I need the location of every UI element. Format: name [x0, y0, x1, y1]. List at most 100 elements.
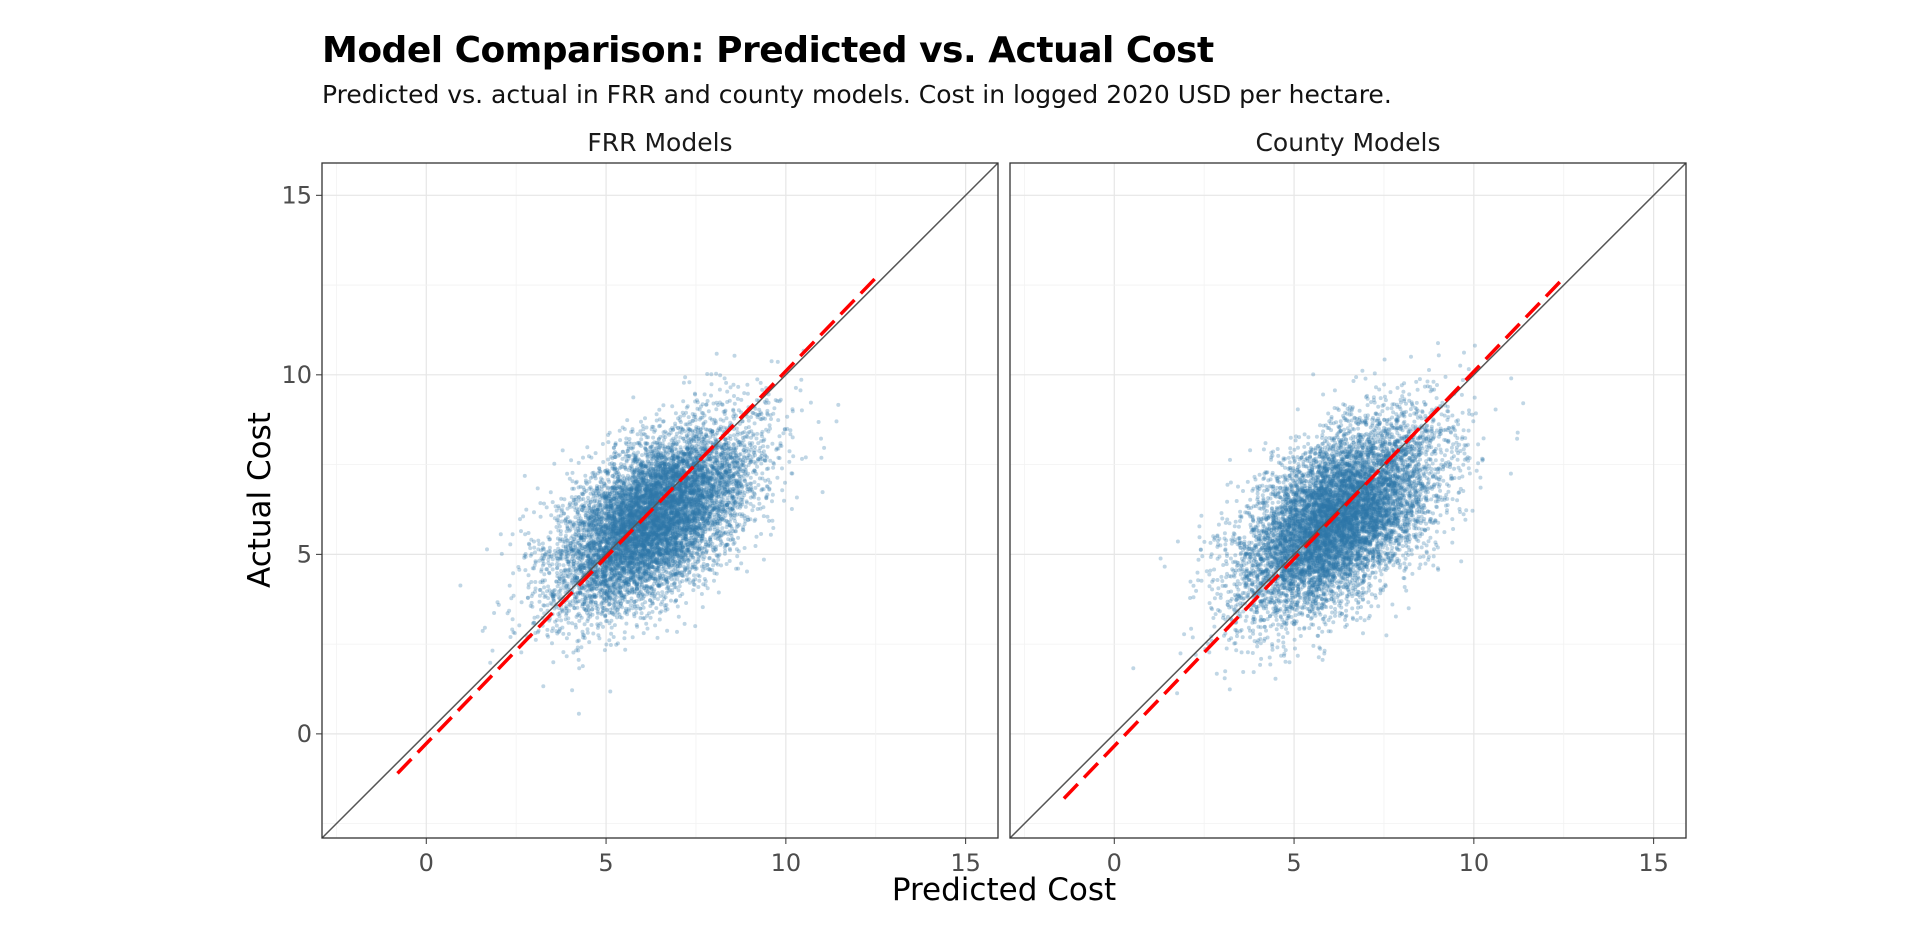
- data-point: [653, 559, 658, 564]
- data-point: [625, 553, 629, 558]
- data-point: [659, 481, 664, 486]
- data-point: [742, 513, 747, 518]
- data-point: [607, 536, 612, 541]
- data-point: [663, 444, 668, 449]
- data-point: [668, 536, 673, 541]
- data-point: [754, 534, 759, 539]
- data-point: [710, 508, 715, 513]
- data-point: [653, 491, 657, 496]
- data-point: [606, 494, 611, 499]
- data-point: [687, 440, 692, 445]
- data-point: [721, 515, 726, 520]
- data-point: [734, 566, 739, 571]
- data-point: [689, 522, 694, 527]
- data-point: [709, 393, 713, 398]
- data-point: [657, 617, 662, 622]
- data-point: [638, 523, 643, 528]
- data-point: [603, 494, 608, 499]
- data-point: [676, 516, 681, 521]
- data-point: [614, 507, 619, 512]
- data-point: [720, 462, 725, 467]
- data-point: [723, 482, 728, 487]
- data-point: [578, 563, 582, 568]
- data-point: [671, 496, 676, 501]
- data-point: [674, 509, 679, 514]
- data-point: [458, 583, 463, 588]
- data-point: [522, 473, 527, 478]
- data-point: [749, 415, 753, 420]
- data-point: [691, 513, 696, 517]
- data-point: [637, 497, 641, 502]
- data-point: [678, 534, 683, 539]
- data-point: [628, 553, 633, 558]
- data-point: [766, 477, 771, 482]
- data-point: [617, 485, 622, 490]
- data-point: [745, 391, 750, 396]
- data-point: [630, 548, 635, 552]
- data-point: [739, 397, 744, 402]
- data-point: [651, 512, 656, 517]
- data-point: [733, 529, 737, 534]
- data-point: [646, 478, 651, 483]
- data-point: [678, 528, 682, 533]
- data-point: [601, 571, 606, 576]
- data-point: [757, 501, 762, 506]
- data-point: [645, 519, 650, 524]
- data-point: [663, 560, 668, 564]
- data-point: [559, 618, 564, 623]
- data-point: [511, 571, 516, 576]
- data-point: [721, 507, 726, 512]
- data-point: [638, 606, 643, 611]
- data-point: [714, 500, 719, 505]
- data-point: [646, 548, 650, 553]
- data-point: [606, 457, 611, 462]
- data-point: [672, 513, 677, 518]
- data-point: [709, 483, 714, 488]
- chart-subtitle: Predicted vs. actual in FRR and county m…: [322, 80, 1392, 109]
- data-point: [671, 531, 675, 536]
- data-point: [682, 513, 687, 518]
- data-point: [652, 542, 656, 547]
- data-point: [620, 509, 624, 514]
- data-point: [655, 458, 660, 463]
- data-point: [619, 573, 624, 578]
- data-point: [683, 429, 687, 434]
- data-point: [618, 522, 623, 527]
- data-point: [640, 423, 645, 428]
- data-point: [770, 441, 775, 446]
- data-point: [625, 542, 630, 547]
- data-point: [612, 515, 617, 520]
- data-point: [561, 563, 566, 568]
- data-point: [728, 437, 733, 441]
- data-point: [596, 606, 601, 611]
- data-point: [570, 688, 575, 693]
- data-point: [678, 497, 683, 502]
- data-point: [695, 474, 700, 478]
- data-point: [612, 445, 616, 450]
- data-point: [731, 464, 736, 469]
- data-point: [619, 591, 624, 596]
- data-point: [732, 450, 737, 455]
- data-point: [672, 500, 677, 505]
- data-point: [722, 437, 727, 442]
- data-point: [611, 569, 616, 574]
- data-point: [644, 621, 649, 626]
- data-point: [691, 461, 696, 466]
- data-point: [636, 538, 641, 543]
- data-point: [655, 525, 660, 530]
- data-point: [614, 595, 619, 600]
- data-point: [595, 622, 600, 627]
- data-point: [648, 479, 653, 484]
- data-point: [670, 498, 675, 503]
- data-point: [601, 550, 606, 555]
- data-point: [684, 511, 688, 516]
- data-point: [639, 432, 644, 437]
- data-point: [644, 425, 649, 430]
- data-point: [694, 540, 699, 545]
- data-point: [623, 584, 628, 589]
- data-point: [585, 627, 590, 632]
- data-point: [670, 522, 675, 526]
- data-point: [658, 517, 663, 522]
- data-point: [681, 555, 685, 560]
- data-point: [591, 517, 596, 522]
